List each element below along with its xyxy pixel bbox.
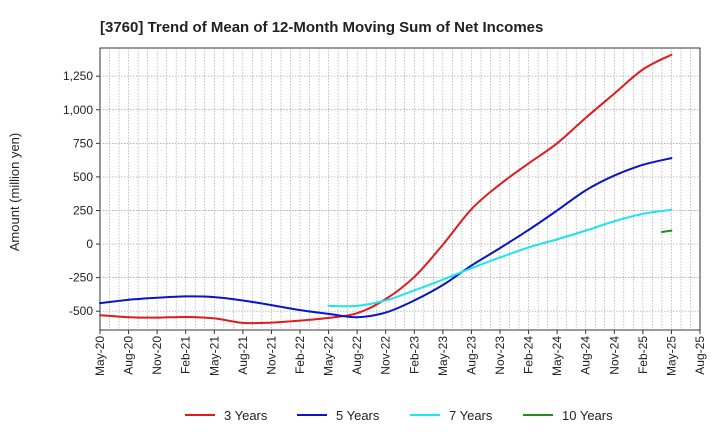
x-tick-label: Nov-23 [493, 336, 507, 375]
x-axis-ticks: May-20 Aug-20 Nov-20 Feb-21 May-21 Aug-21 Nov-… [93, 330, 707, 376]
series-lines [99, 53, 673, 325]
plot-frame [99, 47, 701, 331]
x-tick-label: May-22 [322, 336, 336, 376]
x-tick-label: Aug-24 [579, 336, 593, 375]
legend-item-10-years: 10 Years [523, 408, 613, 423]
x-tick-label: May-24 [550, 336, 564, 376]
x-tick-label: Aug-25 [693, 336, 707, 375]
x-tick-label: May-25 [664, 336, 678, 376]
x-tick-label: Feb-23 [407, 336, 421, 374]
legend-label: 10 Years [562, 408, 613, 423]
series-line-3-years [99, 53, 673, 325]
y-tick-label: 1,000 [63, 103, 93, 117]
y-tick-label: 500 [73, 170, 93, 184]
series-line-5-years [99, 157, 673, 319]
x-tick-label: Feb-22 [293, 336, 307, 374]
legend-item-3-years: 3 Years [185, 408, 268, 423]
x-tick-label: Nov-21 [264, 336, 278, 375]
chart-title: [3760] Trend of Mean of 12-Month Moving … [100, 19, 543, 36]
y-axis-ticks: -500 -250 0 250 500 750 1,000 1,250 [63, 69, 100, 318]
legend-item-5-years: 5 Years [297, 408, 380, 423]
x-tick-label: Feb-21 [179, 336, 193, 374]
y-tick-label: 0 [86, 237, 93, 251]
legend: 3 Years 5 Years 7 Years 10 Years [185, 408, 613, 423]
plot-area [99, 47, 701, 331]
legend-label: 5 Years [336, 408, 380, 423]
x-tick-label: Aug-22 [350, 336, 364, 375]
x-tick-label: May-20 [93, 336, 107, 376]
y-axis-label: Amount (million yen) [7, 133, 22, 252]
x-tick-label: Nov-22 [379, 336, 393, 375]
x-tick-label: Aug-23 [464, 336, 478, 375]
legend-item-7-years: 7 Years [410, 408, 493, 423]
x-tick-label: Nov-24 [607, 336, 621, 375]
x-tick-label: Feb-24 [522, 336, 536, 374]
y-tick-label: 1,250 [63, 69, 93, 83]
x-tick-label: Feb-25 [636, 336, 650, 374]
series-line-10-years [660, 229, 673, 233]
legend-label: 7 Years [449, 408, 493, 423]
x-tick-label: Aug-21 [236, 336, 250, 375]
x-tick-label: Nov-20 [150, 336, 164, 375]
grid-lines [100, 48, 700, 330]
series-line-7-years [327, 208, 673, 308]
x-tick-label: May-21 [207, 336, 221, 376]
x-tick-label: Aug-20 [122, 336, 136, 375]
legend-label: 3 Years [224, 408, 268, 423]
y-tick-label: -250 [69, 271, 93, 285]
x-tick-label: May-23 [436, 336, 450, 376]
y-tick-label: -500 [69, 304, 93, 318]
y-tick-label: 750 [73, 136, 93, 150]
y-tick-label: 250 [73, 203, 93, 217]
